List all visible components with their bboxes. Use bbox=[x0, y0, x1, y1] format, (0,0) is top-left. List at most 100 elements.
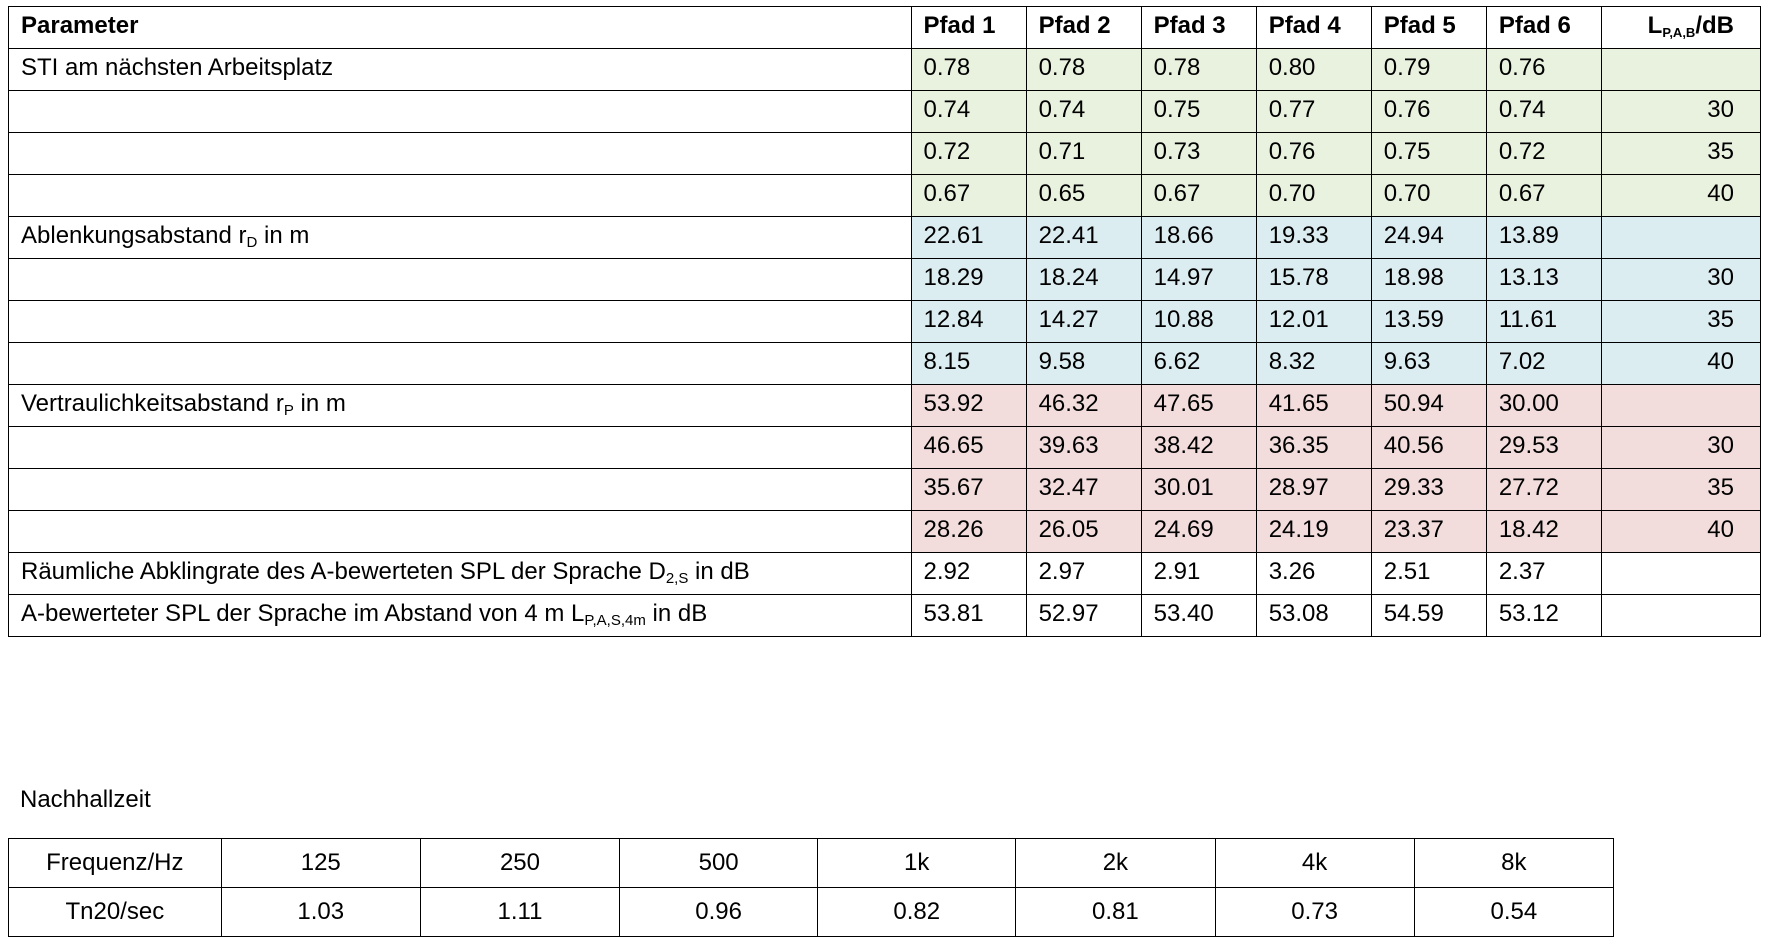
lpas-label: A-bewerteter SPL der Sprache im Abstand … bbox=[8, 594, 912, 637]
rd-value-pfad-3: 18.66 bbox=[1140, 216, 1257, 259]
rp-value-pfad-4: 41.65 bbox=[1255, 384, 1372, 427]
sti-label-empty bbox=[8, 90, 912, 133]
reverb-time-value: 0.81 bbox=[1015, 887, 1216, 937]
rp-value-pfad-3: 38.42 bbox=[1140, 426, 1257, 469]
sti-value-pfad-6: 0.72 bbox=[1485, 132, 1602, 175]
rp-value-pfad-1: 53.92 bbox=[910, 384, 1027, 427]
frequency-value: 250 bbox=[419, 838, 621, 888]
rp-value-pfad-3: 47.65 bbox=[1140, 384, 1257, 427]
rp-value-pfad-5: 50.94 bbox=[1370, 384, 1487, 427]
rd-lp-value: 30 bbox=[1600, 258, 1762, 301]
sti-value-pfad-4: 0.70 bbox=[1255, 174, 1372, 217]
rp-value-pfad-2: 26.05 bbox=[1025, 510, 1142, 553]
sti-value-pfad-3: 0.78 bbox=[1140, 48, 1257, 91]
lpas-value-pfad-6: 53.12 bbox=[1485, 594, 1602, 637]
rp-lp-value: 40 bbox=[1600, 510, 1762, 553]
rp-label-empty bbox=[8, 426, 912, 469]
rd-label-empty bbox=[8, 342, 912, 385]
header-pfad-6: Pfad 6 bbox=[1485, 6, 1602, 49]
rp-value-pfad-6: 29.53 bbox=[1485, 426, 1602, 469]
rp-value-pfad-1: 35.67 bbox=[910, 468, 1027, 511]
rd-value-pfad-5: 13.59 bbox=[1370, 300, 1487, 343]
sti-row: 0.67 0.65 0.67 0.70 0.70 0.67 40 bbox=[8, 174, 1762, 217]
header-pfad-4: Pfad 4 bbox=[1255, 6, 1372, 49]
rp-value-pfad-4: 36.35 bbox=[1255, 426, 1372, 469]
rp-row: Vertraulichkeitsabstand rP in m 53.92 46.3… bbox=[8, 384, 1762, 427]
frequency-value: 1k bbox=[817, 838, 1017, 888]
sti-row: 0.74 0.74 0.75 0.77 0.76 0.74 30 bbox=[8, 90, 1762, 133]
header-lp: LP,A,B/dB bbox=[1600, 6, 1762, 49]
rd-label: Ablenkungsabstand rD in m bbox=[8, 216, 912, 259]
rp-value-pfad-2: 39.63 bbox=[1025, 426, 1142, 469]
rd-value-pfad-3: 6.62 bbox=[1140, 342, 1257, 385]
d2s-lp-empty bbox=[1600, 552, 1762, 595]
reverb-time-value: 0.96 bbox=[619, 887, 819, 937]
lpas-row: A-bewerteter SPL der Sprache im Abstand … bbox=[8, 594, 1762, 637]
rd-value-pfad-2: 22.41 bbox=[1025, 216, 1142, 259]
sti-value-pfad-6: 0.74 bbox=[1485, 90, 1602, 133]
rp-row: 46.65 39.63 38.42 36.35 40.56 29.53 30 bbox=[8, 426, 1762, 469]
reverb-time-row: Tn20/sec 1.03 1.11 0.96 0.82 0.81 0.73 0.54 bbox=[8, 887, 1615, 937]
rp-value-pfad-3: 24.69 bbox=[1140, 510, 1257, 553]
rd-value-pfad-4: 12.01 bbox=[1255, 300, 1372, 343]
rp-value-pfad-5: 29.33 bbox=[1370, 468, 1487, 511]
sti-lp-value: 30 bbox=[1600, 90, 1762, 133]
sti-label-empty bbox=[8, 174, 912, 217]
rd-value-pfad-6: 13.13 bbox=[1485, 258, 1602, 301]
lpas-value-pfad-2: 52.97 bbox=[1025, 594, 1142, 637]
sti-value-pfad-1: 0.78 bbox=[910, 48, 1027, 91]
sti-row: STI am nächsten Arbeitsplatz 0.78 0.78 0.78… bbox=[8, 48, 1762, 91]
lpas-lp-empty bbox=[1600, 594, 1762, 637]
sti-value-pfad-3: 0.67 bbox=[1140, 174, 1257, 217]
rd-lp-value: 40 bbox=[1600, 342, 1762, 385]
sti-lp-value: 35 bbox=[1600, 132, 1762, 175]
rd-value-pfad-6: 7.02 bbox=[1485, 342, 1602, 385]
header-row: Parameter Pfad 1 Pfad 2 Pfad 3 Pfad 4 Pf… bbox=[8, 6, 1762, 49]
rp-lp-value bbox=[1600, 384, 1762, 427]
rd-row: 8.15 9.58 6.62 8.32 9.63 7.02 40 bbox=[8, 342, 1762, 385]
rp-value-pfad-3: 30.01 bbox=[1140, 468, 1257, 511]
sti-value-pfad-6: 0.67 bbox=[1485, 174, 1602, 217]
rd-value-pfad-6: 13.89 bbox=[1485, 216, 1602, 259]
rd-label-empty bbox=[8, 300, 912, 343]
sti-value-pfad-3: 0.73 bbox=[1140, 132, 1257, 175]
sti-value-pfad-5: 0.70 bbox=[1370, 174, 1487, 217]
header-pfad-5: Pfad 5 bbox=[1370, 6, 1487, 49]
d2s-value-pfad-4: 3.26 bbox=[1255, 552, 1372, 595]
d2s-value-pfad-5: 2.51 bbox=[1370, 552, 1487, 595]
d2s-value-pfad-2: 2.97 bbox=[1025, 552, 1142, 595]
reverb-time-value: 0.82 bbox=[817, 887, 1017, 937]
d2s-value-pfad-3: 2.91 bbox=[1140, 552, 1257, 595]
header-pfad-2: Pfad 2 bbox=[1025, 6, 1142, 49]
d2s-value-pfad-1: 2.92 bbox=[910, 552, 1027, 595]
rp-value-pfad-4: 24.19 bbox=[1255, 510, 1372, 553]
lpas-value-pfad-4: 53.08 bbox=[1255, 594, 1372, 637]
lpas-value-pfad-5: 54.59 bbox=[1370, 594, 1487, 637]
rd-value-pfad-3: 10.88 bbox=[1140, 300, 1257, 343]
rp-lp-value: 30 bbox=[1600, 426, 1762, 469]
rp-label-empty bbox=[8, 510, 912, 553]
rd-value-pfad-3: 14.97 bbox=[1140, 258, 1257, 301]
rd-value-pfad-4: 8.32 bbox=[1255, 342, 1372, 385]
reverb-time-value: 0.73 bbox=[1214, 887, 1415, 937]
parameter-table: Parameter Pfad 1 Pfad 2 Pfad 3 Pfad 4 Pf… bbox=[8, 6, 1762, 637]
sti-row: 0.72 0.71 0.73 0.76 0.75 0.72 35 bbox=[8, 132, 1762, 175]
sti-value-pfad-1: 0.67 bbox=[910, 174, 1027, 217]
rd-lp-value: 35 bbox=[1600, 300, 1762, 343]
sti-value-pfad-3: 0.75 bbox=[1140, 90, 1257, 133]
rd-value-pfad-2: 14.27 bbox=[1025, 300, 1142, 343]
sti-value-pfad-4: 0.80 bbox=[1255, 48, 1372, 91]
rp-lp-value: 35 bbox=[1600, 468, 1762, 511]
rd-row: Ablenkungsabstand rD in m 22.61 22.41 18.66… bbox=[8, 216, 1762, 259]
rp-value-pfad-1: 46.65 bbox=[910, 426, 1027, 469]
sti-value-pfad-4: 0.76 bbox=[1255, 132, 1372, 175]
reverb-time-value: 0.54 bbox=[1413, 887, 1615, 937]
rp-value-pfad-4: 28.97 bbox=[1255, 468, 1372, 511]
rp-value-pfad-6: 27.72 bbox=[1485, 468, 1602, 511]
sti-label: STI am nächsten Arbeitsplatz bbox=[8, 48, 912, 91]
reverb-time-label: Tn20/sec bbox=[8, 887, 222, 937]
rp-value-pfad-5: 23.37 bbox=[1370, 510, 1487, 553]
rd-value-pfad-4: 15.78 bbox=[1255, 258, 1372, 301]
rp-value-pfad-1: 28.26 bbox=[910, 510, 1027, 553]
rp-value-pfad-6: 18.42 bbox=[1485, 510, 1602, 553]
